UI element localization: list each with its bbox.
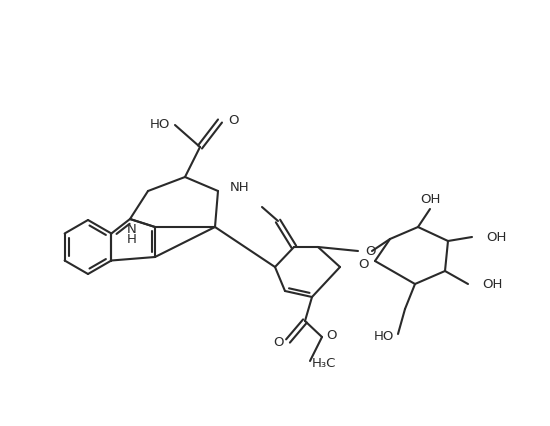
Text: OH: OH bbox=[486, 231, 507, 244]
Text: N: N bbox=[127, 223, 137, 236]
Text: O: O bbox=[326, 329, 337, 342]
Text: O: O bbox=[359, 257, 369, 270]
Text: OH: OH bbox=[482, 278, 502, 291]
Text: O: O bbox=[228, 114, 239, 127]
Text: NH: NH bbox=[230, 181, 250, 194]
Text: O: O bbox=[273, 336, 284, 349]
Text: OH: OH bbox=[420, 193, 440, 206]
Text: HO: HO bbox=[373, 330, 394, 343]
Text: HO: HO bbox=[150, 117, 170, 130]
Text: O: O bbox=[365, 245, 376, 258]
Text: H₃C: H₃C bbox=[312, 357, 337, 370]
Text: H: H bbox=[127, 233, 137, 246]
